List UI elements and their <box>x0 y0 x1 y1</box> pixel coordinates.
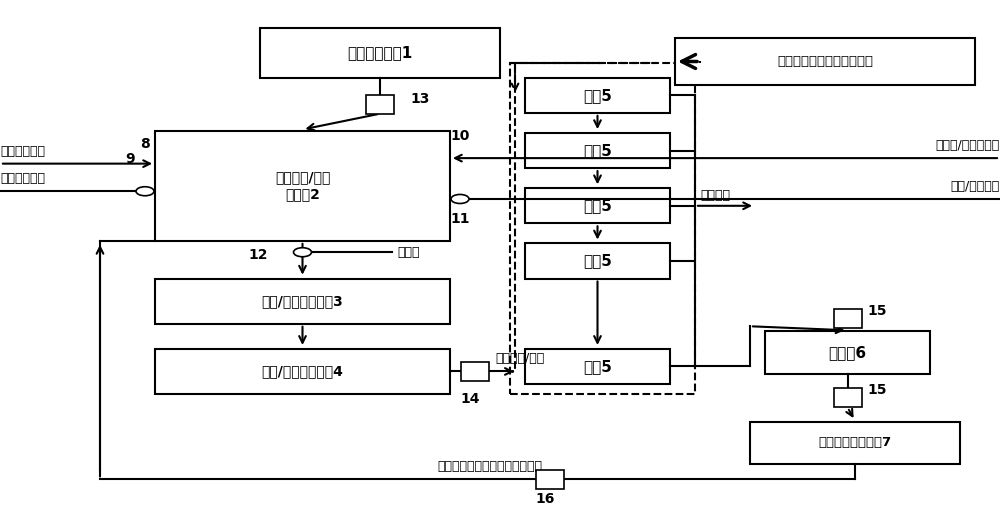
FancyBboxPatch shape <box>765 331 930 374</box>
FancyBboxPatch shape <box>525 188 670 224</box>
Text: 稠浆/膏体泵送装置4: 稠浆/膏体泵送装置4 <box>262 365 343 378</box>
Text: 模袋沥水: 模袋沥水 <box>700 189 730 202</box>
Text: 8: 8 <box>140 136 150 151</box>
FancyBboxPatch shape <box>461 362 489 381</box>
FancyBboxPatch shape <box>525 78 670 113</box>
Text: 15: 15 <box>868 383 887 397</box>
FancyBboxPatch shape <box>155 349 450 394</box>
Circle shape <box>451 195 469 203</box>
Text: 12: 12 <box>248 248 267 262</box>
Text: 稠浆/膏体输送装置3: 稠浆/膏体输送装置3 <box>262 294 343 308</box>
Text: 模袋体沥水固结后填埋处置: 模袋体沥水固结后填埋处置 <box>777 55 873 68</box>
Text: 模袋5: 模袋5 <box>583 254 612 269</box>
Text: 16: 16 <box>535 492 555 506</box>
Text: 处理后清液作为补充水循环利用: 处理后清液作为补充水循环利用 <box>438 460 542 474</box>
FancyBboxPatch shape <box>155 278 450 324</box>
Text: 模袋5: 模袋5 <box>583 198 612 213</box>
Text: 泵送剂/表面修饰剂: 泵送剂/表面修饰剂 <box>936 139 1000 152</box>
FancyBboxPatch shape <box>834 309 862 328</box>
Text: 速凝剂: 速凝剂 <box>397 246 420 259</box>
Text: 新水/污泥补充: 新水/污泥补充 <box>951 180 1000 193</box>
Text: 15: 15 <box>868 304 887 318</box>
Text: 模袋5: 模袋5 <box>583 359 612 374</box>
Text: 10: 10 <box>450 129 470 142</box>
FancyBboxPatch shape <box>525 133 670 168</box>
Text: 二恶英降解菌: 二恶英降解菌 <box>0 172 45 185</box>
FancyBboxPatch shape <box>536 470 564 489</box>
Text: 飞灰运输罐车1: 飞灰运输罐车1 <box>347 45 413 60</box>
Circle shape <box>294 248 312 257</box>
FancyBboxPatch shape <box>834 388 862 407</box>
Text: 重金属稳定剂: 重金属稳定剂 <box>0 144 45 158</box>
FancyBboxPatch shape <box>525 243 670 278</box>
Text: 模袋5: 模袋5 <box>583 143 612 158</box>
FancyBboxPatch shape <box>525 349 670 384</box>
Text: 飞灰稠浆/膏体: 飞灰稠浆/膏体 <box>495 352 544 366</box>
FancyBboxPatch shape <box>155 130 450 241</box>
Text: 11: 11 <box>450 212 470 226</box>
Text: 13: 13 <box>410 92 429 106</box>
FancyBboxPatch shape <box>260 27 500 78</box>
Text: 储液池6: 储液池6 <box>828 345 867 360</box>
Text: 14: 14 <box>460 392 480 406</box>
FancyBboxPatch shape <box>750 422 960 464</box>
Text: 9: 9 <box>125 152 135 166</box>
Text: 密闭稠浆/膏体
制备罐2: 密闭稠浆/膏体 制备罐2 <box>275 171 330 201</box>
Circle shape <box>136 187 154 196</box>
Text: 沥水过滤除杂系统7: 沥水过滤除杂系统7 <box>818 437 892 450</box>
Text: 模袋5: 模袋5 <box>583 88 612 103</box>
FancyBboxPatch shape <box>366 95 394 114</box>
FancyBboxPatch shape <box>675 38 975 85</box>
